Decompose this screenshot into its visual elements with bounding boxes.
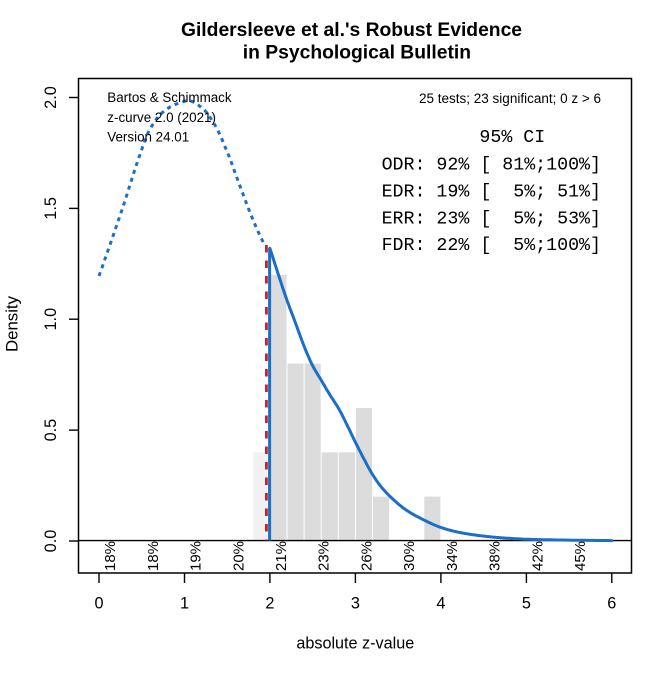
svg-text:2.0: 2.0 <box>42 86 60 109</box>
svg-text:38%: 38% <box>487 541 504 571</box>
svg-text:1: 1 <box>180 595 189 613</box>
svg-text:19%: 19% <box>188 541 205 571</box>
svg-text:z-curve 2.0 (2021): z-curve 2.0 (2021) <box>107 110 216 125</box>
svg-text:Gildersleeve et al.'s Robust E: Gildersleeve et al.'s Robust Evidence <box>181 20 522 41</box>
svg-text:30%: 30% <box>401 541 418 571</box>
svg-text:Bartos & Schimmack: Bartos & Schimmack <box>107 90 232 105</box>
svg-text:34%: 34% <box>444 541 461 571</box>
svg-text:FDR: 22% [ 5%;100%]: FDR: 22% [ 5%;100%] <box>382 236 601 256</box>
svg-text:in Psychological Bulletin: in Psychological Bulletin <box>243 43 471 64</box>
svg-text:5: 5 <box>522 595 531 613</box>
svg-text:18%: 18% <box>145 541 162 571</box>
svg-text:0.0: 0.0 <box>42 530 60 553</box>
svg-text:Density: Density <box>3 295 22 352</box>
svg-text:ODR: 92% [ 81%;100%]: ODR: 92% [ 81%;100%] <box>382 156 601 176</box>
svg-text:45%: 45% <box>572 541 589 571</box>
svg-text:0.5: 0.5 <box>42 419 60 442</box>
svg-text:26%: 26% <box>359 541 376 571</box>
svg-text:1.5: 1.5 <box>42 197 60 220</box>
svg-text:25 tests; 23 significant; 0 z: 25 tests; 23 significant; 0 z > 6 <box>419 91 601 106</box>
svg-text:absolute z-value: absolute z-value <box>296 634 414 652</box>
svg-text:21%: 21% <box>273 541 290 571</box>
svg-text:2: 2 <box>265 595 274 613</box>
svg-text:42%: 42% <box>529 541 546 571</box>
svg-text:Version 24.01: Version 24.01 <box>107 130 189 145</box>
svg-text:EDR: 19% [ 5%; 51%]: EDR: 19% [ 5%; 51%] <box>382 183 601 203</box>
svg-text:6: 6 <box>607 595 616 613</box>
svg-text:1.0: 1.0 <box>42 308 60 331</box>
svg-text:ERR: 23% [ 5%; 53%]: ERR: 23% [ 5%; 53%] <box>382 209 601 229</box>
svg-text:95% CI: 95% CI <box>479 128 545 148</box>
svg-text:20%: 20% <box>230 541 247 571</box>
svg-text:3: 3 <box>351 595 360 613</box>
svg-text:4: 4 <box>436 595 445 613</box>
svg-text:18%: 18% <box>102 541 119 571</box>
svg-text:23%: 23% <box>316 541 333 571</box>
svg-text:0: 0 <box>94 595 103 613</box>
